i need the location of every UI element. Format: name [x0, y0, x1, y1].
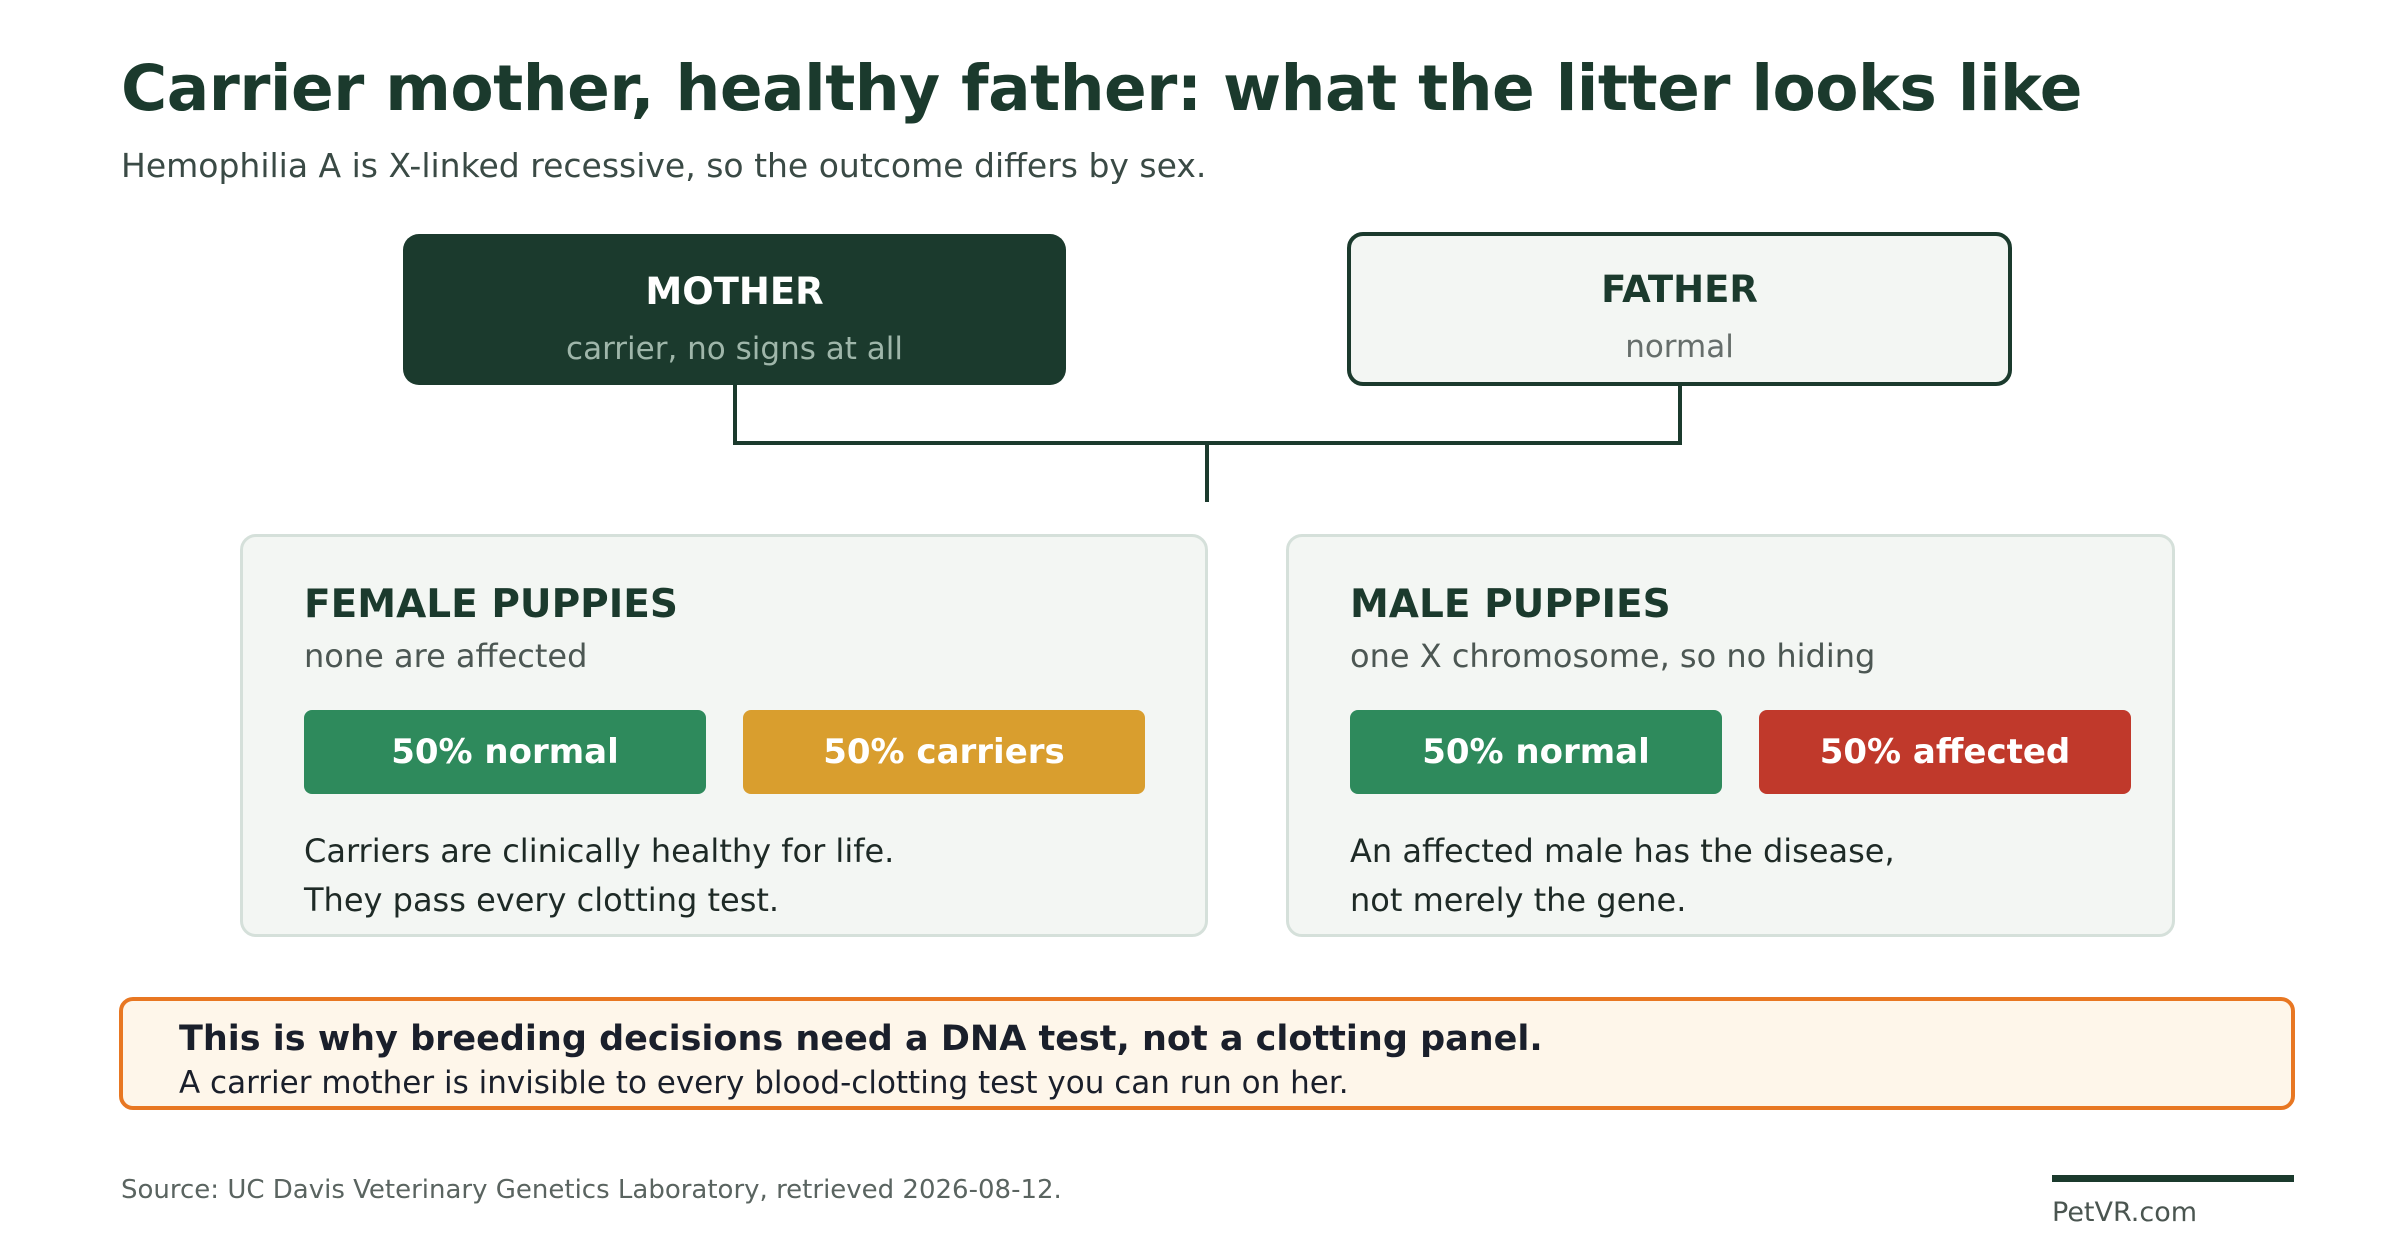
callout-body: A carrier mother is invisible to every b… [179, 1065, 1349, 1101]
male-affected-badge: 50% affected [1759, 710, 2131, 794]
male-note-line: An affected male has the disease, [1350, 832, 1895, 870]
male-puppies-panel: MALE PUPPIES one X chromosome, so no hid… [1286, 534, 2175, 937]
mother-label: MOTHER [645, 270, 824, 313]
female-normal-badge: 50% normal [304, 710, 706, 794]
mother-box: MOTHER carrier, no signs at all [403, 234, 1066, 385]
male-normal-badge: 50% normal [1350, 710, 1722, 794]
female-puppies-subtitle: none are affected [304, 637, 588, 675]
parents-join-line [733, 385, 1682, 445]
male-puppies-subtitle: one X chromosome, so no hiding [1350, 637, 1876, 675]
mother-description: carrier, no signs at all [566, 331, 903, 367]
father-label: FATHER [1601, 268, 1758, 311]
female-puppies-panel: FEMALE PUPPIES none are affected 50% nor… [240, 534, 1208, 937]
male-note-line: not merely the gene. [1350, 881, 1687, 919]
female-puppies-title: FEMALE PUPPIES [304, 582, 679, 627]
callout-headline: This is why breeding decisions need a DN… [179, 1019, 1543, 1059]
page-title: Carrier mother, healthy father: what the… [121, 52, 2082, 125]
dna-test-callout: This is why breeding decisions need a DN… [119, 997, 2295, 1110]
female-note-line: They pass every clotting test. [304, 881, 780, 919]
source-note: Source: UC Davis Veterinary Genetics Lab… [121, 1175, 1062, 1205]
brand-rule [2052, 1175, 2294, 1182]
female-carriers-badge: 50% carriers [743, 710, 1145, 794]
male-puppies-note: An affected male has the disease, not me… [1350, 827, 1895, 925]
male-puppies-title: MALE PUPPIES [1350, 582, 1671, 627]
female-puppies-note: Carriers are clinically healthy for life… [304, 827, 894, 925]
father-description: normal [1625, 329, 1734, 365]
page-subtitle: Hemophilia A is X-linked recessive, so t… [121, 146, 1207, 185]
female-note-line: Carriers are clinically healthy for life… [304, 832, 895, 870]
brand-label: PetVR.com [2052, 1197, 2198, 1228]
father-box: FATHER normal [1347, 232, 2012, 386]
